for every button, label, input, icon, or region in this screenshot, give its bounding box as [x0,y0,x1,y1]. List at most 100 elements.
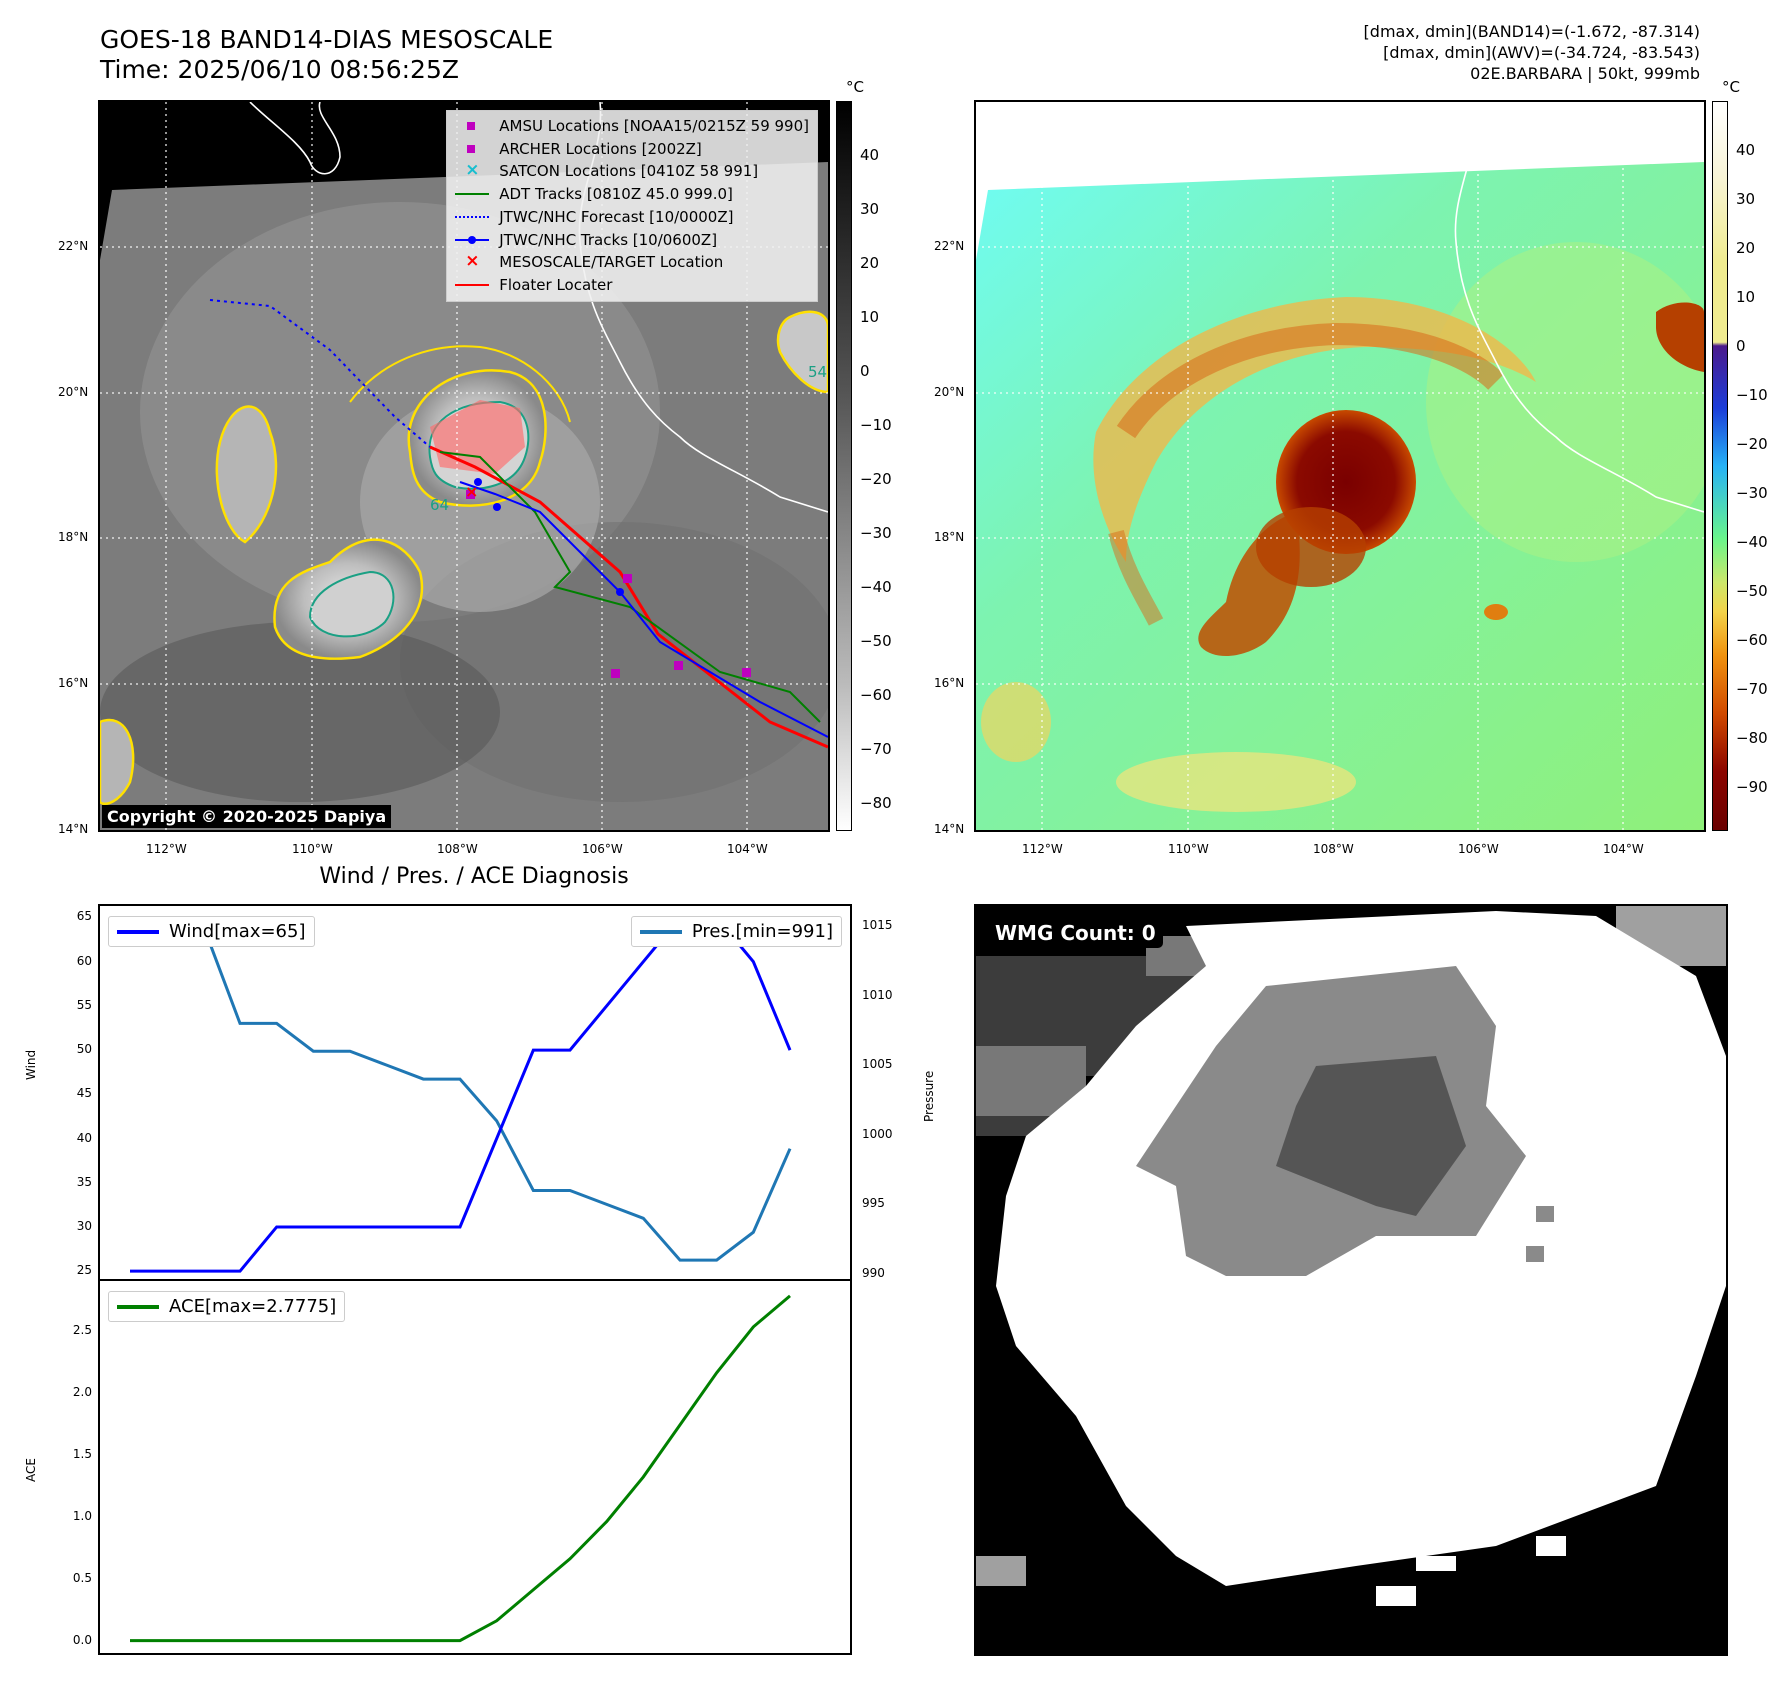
ace-tick-label: 0.5 [72,1570,92,1585]
contour-label-54: 54 [808,363,827,381]
svg-text:×: × [465,482,478,501]
legend-line-dot-icon [455,231,490,249]
legend-item-archer: ARCHER Locations [2002Z] [455,138,809,161]
lat-label: 22°N [58,239,89,253]
lon-label: 112°W [146,842,187,856]
ace-legend-line [117,1304,159,1309]
awv-colorbar-tick: −80 [1736,729,1768,747]
wind-axis-label: Wind [24,1049,38,1080]
wind-tick-label: 30 [76,1218,92,1233]
lat-label: 20°N [934,385,965,399]
pressure-tick-label: 1005 [862,1057,893,1072]
lat-label: 20°N [58,385,89,399]
wind-tick-label: 25 [76,1263,92,1278]
legend-x-icon: × [465,159,480,180]
ir-colorbar-tick: −10 [860,416,892,434]
ir-satellite-map: × 64 54 AMSU Locations [NOAA15/0215Z 59 9… [98,100,830,832]
awv-imagery [976,102,1704,830]
ir-colorbar-tick: 20 [860,254,880,272]
wmg-imagery [976,906,1726,1606]
awv-colorbar [1712,101,1728,831]
legend-line-icon [455,185,490,203]
wind-pres-panel: Wind[max=65] Pres.[min=991] [98,904,852,1280]
ir-imagery: × 64 54 [100,102,828,830]
lon-label: 108°W [437,842,478,856]
ir-colorbar-tick: −60 [860,686,892,704]
awv-colorbar-tick: −90 [1736,778,1768,796]
pressure-axis-label: Pressure [922,1070,936,1122]
legend-line-icon [455,276,490,294]
info-line-1: [dmax, dmin](BAND14)=(-1.672, -87.314) [1363,22,1700,41]
awv-colorbar-tick: 10 [1736,288,1756,306]
wind-tick-label: 60 [76,953,92,968]
figure-title: GOES-18 BAND14-DIAS MESOSCALE [100,25,554,54]
lon-label: 110°W [292,842,333,856]
lat-label: 16°N [934,676,965,690]
legend-item-mesoscale: × MESOSCALE/TARGET Location [455,251,809,274]
wind-tick-label: 50 [76,1042,92,1057]
awv-colorbar-tick: 40 [1736,141,1756,159]
awv-colorbar-tick: 20 [1736,239,1756,257]
lat-label: 14°N [58,822,89,836]
wind-series-line [130,915,792,1273]
diagnosis-title: Wind / Pres. / ACE Diagnosis [319,864,629,889]
contour-label-64: 64 [430,496,449,514]
ace-axis-label: ACE [24,1458,38,1482]
ace-tick-label: 0.0 [72,1632,92,1647]
lon-label: 106°W [582,842,623,856]
lat-label: 18°N [934,530,965,544]
storm-info: 02E.BARBARA | 50kt, 999mb [1470,64,1700,83]
lat-label: 16°N [58,676,89,690]
pres-legend: Pres.[min=991] [630,916,842,947]
awv-colorbar-tick: −70 [1736,680,1768,698]
pressure-tick-label: 1000 [862,1126,893,1141]
ir-colorbar-tick: −80 [860,794,892,812]
info-line-2: [dmax, dmin](AWV)=(-34.724, -83.543) [1383,43,1700,62]
awv-colorbar-unit: °C [1722,78,1740,96]
legend-square-icon [455,140,489,158]
lat-label: 14°N [934,822,965,836]
lon-label: 104°W [1603,842,1644,856]
ir-map-legend: AMSU Locations [NOAA15/0215Z 59 990] ARC… [446,110,818,302]
ir-colorbar-tick: −50 [860,632,892,650]
wind-pres-plot [130,915,792,1273]
lon-label: 112°W [1022,842,1063,856]
pressure-tick-label: 990 [862,1266,885,1280]
lon-label: 106°W [1458,842,1499,856]
ace-tick-label: 1.5 [72,1446,92,1461]
ir-colorbar-tick: −70 [860,740,892,758]
ir-colorbar-unit: °C [846,78,864,96]
ir-colorbar-tick: −40 [860,578,892,596]
legend-item-adt: ADT Tracks [0810Z 45.0 999.0] [455,183,809,206]
awv-colorbar-tick: −50 [1736,582,1768,600]
wind-tick-label: 55 [76,997,92,1012]
wind-tick-label: 35 [76,1174,92,1189]
ace-legend: ACE[max=2.7775] [108,1291,346,1322]
pres-legend-line [639,929,682,934]
copyright-label: Copyright © 2020-2025 Dapiya [102,805,392,828]
wind-tick-label: 65 [76,909,92,924]
ir-colorbar-tick: 0 [860,362,870,380]
pressure-tick-label: 995 [862,1196,885,1211]
wmg-panel: WMG Count: 0 [974,904,1728,1656]
ace-tick-label: 2.0 [72,1384,92,1399]
awv-colorbar-tick: −20 [1736,435,1768,453]
awv-colorbar-tick: −10 [1736,386,1768,404]
awv-colorbar-tick: −30 [1736,484,1768,502]
legend-item-amsu: AMSU Locations [NOAA15/0215Z 59 990] [455,115,809,138]
ace-series-line [130,1294,791,1643]
ir-colorbar-tick: 40 [860,146,880,164]
lon-label: 108°W [1313,842,1354,856]
awv-colorbar-tick: 30 [1736,190,1756,208]
wind-tick-label: 40 [76,1130,92,1145]
awv-colorbar-tick: −40 [1736,533,1768,551]
lon-label: 104°W [727,842,768,856]
ir-colorbar-tick: −20 [860,470,892,488]
lat-label: 22°N [934,239,965,253]
legend-item-forecast: JTWC/NHC Forecast [10/0000Z] [455,206,809,229]
legend-item-floater: Floater Locater [455,274,809,297]
lat-label: 18°N [58,530,89,544]
wind-legend-line [117,929,159,934]
ir-colorbar-tick: −30 [860,524,892,542]
legend-square-icon [455,117,489,135]
